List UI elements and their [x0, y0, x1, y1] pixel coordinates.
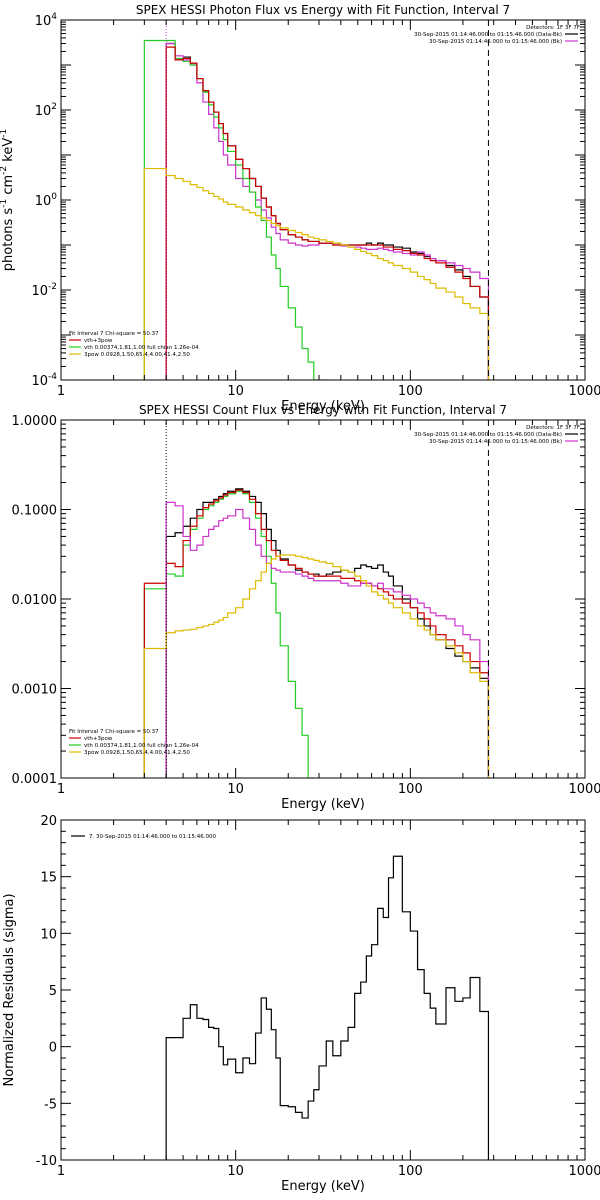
y-tick-label: 10-2 — [31, 282, 57, 299]
x-axis-label: Energy (keV) — [281, 399, 365, 414]
x-tick-label: 1 — [57, 1164, 65, 1179]
header-entry: 30-Sep-2015 01:14:46.000 to 01:15:46.000… — [414, 32, 562, 38]
x-tick-label: 1000 — [568, 782, 600, 797]
y-axis-label: Normalized Residuals (sigma) — [2, 893, 17, 1086]
detectors-label: Detectors: 1F 3F 7F — [526, 425, 580, 431]
series-line-1 — [143, 490, 314, 778]
y-tick-label: 0.0100 — [12, 593, 58, 608]
series-line-2 — [165, 42, 490, 380]
x-tick-label: 100 — [398, 384, 423, 399]
y-tick-label: 100 — [35, 192, 58, 209]
y-tick-label: -10 — [36, 1154, 57, 1169]
x-tick-label: 10 — [227, 782, 244, 797]
legend-entry: 7. 30-Sep-2015 01:14:46.000 to 01:15:46.… — [89, 834, 216, 840]
y-tick-label: -5 — [44, 1097, 57, 1112]
y-tick-label: 0.1000 — [12, 504, 58, 519]
series-line-3 — [143, 39, 327, 380]
x-tick-label: 1 — [57, 384, 65, 399]
plot-frame — [60, 419, 586, 779]
y-tick-label: 104 — [35, 12, 58, 29]
series-line-2 — [165, 488, 490, 778]
x-tick-label: 100 — [398, 782, 423, 797]
y-tick-label: 102 — [35, 102, 57, 119]
series-line-5 — [143, 554, 490, 778]
header-entry: 30-Sep-2015 01:14:46.000 to 01:15:46.000… — [414, 432, 562, 438]
y-tick-label: 15 — [40, 871, 57, 886]
y-axis-label: photons s-1 cm-2 keV-1 — [0, 129, 16, 271]
series-line-4 — [165, 46, 490, 380]
y-tick-label: 1.0000 — [12, 414, 58, 429]
legend-entry: 3pow 0.0928,1.50,65.4,4.00,41.4,2.50 — [84, 352, 190, 358]
chart-title: SPEX HESSI Photon Flux vs Energy with Fi… — [136, 3, 510, 17]
y-tick-label: 20 — [40, 814, 57, 829]
panel-3: 1 10 100 1000 -10 -5 0 5 10 15 20 Energy (keV) Norma… — [2, 814, 600, 1194]
y-tick-label: 0 — [49, 1041, 57, 1056]
legend-entry: vth+3pow — [84, 736, 113, 742]
legend-title: Fit Interval 7 Chi-square = 50.37 — [69, 729, 159, 735]
panel-2: 1 10 100 1000 0.0001 0.0010 0.0100 0.1000 1.0000… — [12, 403, 600, 812]
y-tick-label: 10-4 — [31, 372, 57, 389]
x-tick-label: 10 — [227, 384, 244, 399]
plot-frame — [60, 819, 586, 1161]
legend-entry: vth 0.00374,1.81,1.00 full chian 1.26e-0… — [84, 345, 199, 351]
header-entry: 30-Sep-2015 01:14:46.000 to 01:15:46.000… — [429, 39, 562, 45]
panel-1: 1 10 100 1000 10-4 10-2 100 102 104 SPEX HESSI Ph… — [0, 3, 600, 414]
header-entry: 30-Sep-2015 01:14:46.000 to 01:15:46.000… — [429, 439, 562, 445]
x-tick-label: 1000 — [568, 384, 600, 399]
x-axis-label: Energy (keV) — [281, 797, 365, 812]
series-line-3 — [143, 489, 490, 778]
x-tick-label: 1 — [57, 782, 65, 797]
x-tick-label: 100 — [398, 1164, 423, 1179]
x-tick-label: 10 — [227, 1164, 244, 1179]
y-tick-label: 10 — [40, 927, 57, 942]
plot-frame — [60, 19, 586, 381]
series-line-4 — [165, 501, 490, 778]
series-line-5 — [143, 167, 490, 380]
chart-title: SPEX HESSI Count Flux vs Energy with Fit… — [139, 403, 507, 417]
series-line-1 — [165, 42, 490, 380]
x-axis-label: Energy (keV) — [281, 1179, 365, 1194]
detectors-label: Detectors: 1F 3F 7F — [526, 25, 580, 31]
series-line-1 — [165, 855, 490, 1160]
legend-entry: vth 0.00374,1.81,1.00 full chian 1.26e-0… — [84, 743, 199, 749]
y-tick-label: 0.0001 — [12, 772, 58, 787]
x-tick-label: 1000 — [568, 1164, 600, 1179]
y-tick-label: 5 — [49, 984, 57, 999]
legend-title: Fit Interval 7 Chi-square = 50.37 — [69, 331, 159, 337]
y-tick-label: 0.0010 — [12, 683, 58, 698]
legend-entry: vth+3pow — [84, 338, 113, 344]
legend-entry: 3pow 0.0928,1.50,65.4,4.00,41.4,2.50 — [84, 750, 190, 756]
